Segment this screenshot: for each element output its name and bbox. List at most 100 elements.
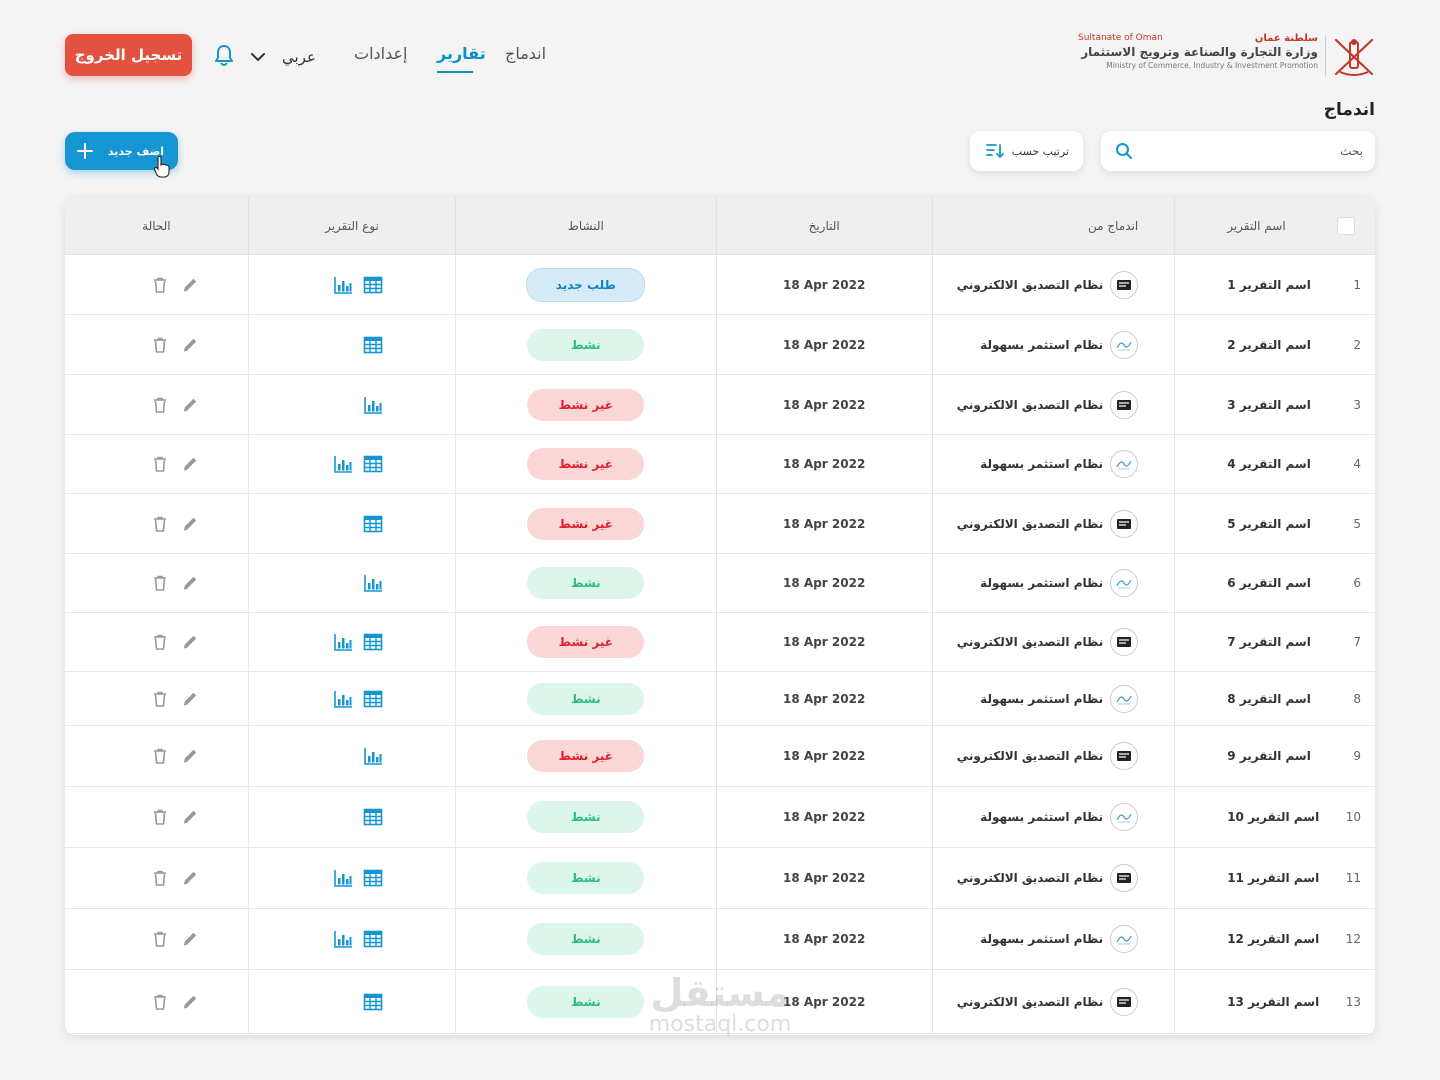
cell-date: 18 Apr 2022: [715, 434, 933, 494]
grid-table-icon[interactable]: [363, 689, 383, 709]
table-row[interactable]: 9 اسم التقرير 9 نظام التصديق الالكتروني 18 …: [65, 725, 1375, 787]
report-name[interactable]: اسم التقرير 7: [1227, 635, 1311, 649]
bar-chart-icon[interactable]: [363, 573, 383, 593]
pencil-icon[interactable]: [181, 690, 199, 708]
trash-icon[interactable]: [151, 690, 169, 708]
cell-source: نظام استثمر بسهولة: [931, 671, 1175, 726]
table-row[interactable]: 5 اسم التقرير 5 نظام التصديق الالكتروني 18 …: [65, 493, 1375, 554]
grid-table-icon[interactable]: [363, 335, 383, 355]
bar-chart-icon[interactable]: [333, 929, 353, 949]
pencil-icon[interactable]: [181, 747, 199, 765]
pencil-icon[interactable]: [181, 930, 199, 948]
trash-icon[interactable]: [151, 747, 169, 765]
source-system: نظام استثمر بسهولة: [980, 810, 1104, 824]
pencil-icon[interactable]: [181, 993, 199, 1011]
trash-icon[interactable]: [151, 276, 169, 294]
bar-chart-icon[interactable]: [333, 275, 353, 295]
nav-integration[interactable]: اندماج: [505, 44, 547, 63]
pencil-icon[interactable]: [181, 633, 199, 651]
cell-date: 18 Apr 2022: [715, 969, 933, 1034]
cell-activity: غير نشط: [455, 612, 717, 672]
table-row[interactable]: 6 اسم التقرير 6 نظام استثمر بسهولة 18 Apr 2…: [65, 553, 1375, 613]
e-attestation-logo-icon: [1110, 509, 1139, 538]
report-name[interactable]: اسم التقرير 13: [1227, 994, 1320, 1009]
pencil-icon[interactable]: [181, 336, 199, 354]
grid-table-icon[interactable]: [363, 868, 383, 888]
report-name[interactable]: اسم التقرير 9: [1227, 749, 1311, 763]
report-name[interactable]: اسم التقرير 12: [1227, 932, 1320, 946]
grid-table-icon[interactable]: [363, 514, 383, 534]
trash-icon[interactable]: [151, 930, 169, 948]
bar-chart-icon[interactable]: [333, 868, 353, 888]
report-name[interactable]: اسم التقرير 8: [1227, 691, 1311, 706]
search-icon[interactable]: [1115, 142, 1133, 160]
pencil-icon[interactable]: [181, 396, 199, 414]
trash-icon[interactable]: [151, 336, 169, 354]
logout-button[interactable]: تسجيل الخروج: [65, 34, 192, 76]
bar-chart-icon[interactable]: [333, 632, 353, 652]
nav-reports[interactable]: تقارير: [437, 44, 486, 63]
table-row[interactable]: 11 اسم التقرير 11 نظام التصديق الالكتروني 1…: [65, 847, 1375, 909]
report-name[interactable]: اسم التقرير 5: [1227, 516, 1311, 531]
search-input[interactable]: [1133, 131, 1375, 171]
cell-status: [65, 314, 249, 375]
pencil-icon[interactable]: [181, 808, 199, 826]
report-name[interactable]: اسم التقرير 1: [1227, 277, 1311, 292]
table-row[interactable]: 8 اسم التقرير 8 نظام استثمر بسهولة 18 Apr 2…: [65, 671, 1375, 726]
pencil-icon[interactable]: [181, 574, 199, 592]
trash-icon[interactable]: [151, 993, 169, 1011]
grid-table-icon[interactable]: [363, 807, 383, 827]
logo-divider: [1325, 36, 1326, 76]
bar-chart-icon[interactable]: [363, 395, 383, 415]
report-name[interactable]: اسم التقرير 6: [1227, 576, 1311, 590]
chevron-down-icon: [251, 53, 265, 62]
pencil-icon[interactable]: [181, 276, 199, 294]
trash-icon[interactable]: [151, 574, 169, 592]
bar-chart-icon[interactable]: [333, 454, 353, 474]
trash-icon[interactable]: [151, 515, 169, 533]
nav-settings[interactable]: إعدادات: [354, 44, 408, 63]
table-row[interactable]: 4 اسم التقرير 4 نظام استثمر بسهولة 18 Apr 2…: [65, 434, 1375, 494]
grid-table-icon[interactable]: [363, 632, 383, 652]
pencil-icon[interactable]: [181, 455, 199, 473]
select-all-checkbox[interactable]: [1337, 216, 1355, 235]
grid-table-icon[interactable]: [363, 454, 383, 474]
table-row[interactable]: 12 اسم التقرير 12 نظام استثمر بسهولة 18 Apr…: [65, 908, 1375, 970]
grid-table-icon[interactable]: [363, 275, 383, 295]
grid-table-icon[interactable]: [363, 992, 383, 1012]
table-row[interactable]: 10 اسم التقرير 10 نظام استثمر بسهولة 18 Apr…: [65, 786, 1375, 848]
language-selector[interactable]: عربي: [250, 44, 316, 70]
trash-icon[interactable]: [151, 633, 169, 651]
grid-table-icon[interactable]: [363, 929, 383, 949]
cell-activity: نشط: [455, 314, 717, 375]
trash-icon[interactable]: [151, 869, 169, 887]
cell-type: [247, 254, 456, 315]
table-row[interactable]: 3 اسم التقرير 3 نظام التصديق الالكتروني 18 …: [65, 374, 1375, 435]
report-name[interactable]: اسم التقرير 2: [1227, 337, 1311, 352]
trash-icon[interactable]: [151, 808, 169, 826]
sort-button[interactable]: ترتيب حسب: [970, 131, 1083, 171]
cell-activity: نشط: [455, 553, 717, 613]
report-name[interactable]: اسم التقرير 11: [1227, 871, 1320, 885]
trash-icon[interactable]: [151, 455, 169, 473]
table-row[interactable]: 2 اسم التقرير 2 نظام استثمر بسهولة 18 Apr 2…: [65, 314, 1375, 375]
bell-icon[interactable]: [212, 43, 236, 69]
source-system: نظام استثمر بسهولة: [980, 457, 1104, 471]
table-row[interactable]: 1 اسم التقرير 1 نظام التصديق الالكتروني 18 …: [65, 254, 1375, 315]
report-name[interactable]: اسم التقرير 3: [1227, 397, 1311, 412]
report-name[interactable]: اسم التقرير 4: [1227, 457, 1311, 471]
cell-date: 18 Apr 2022: [715, 374, 933, 435]
trash-icon[interactable]: [151, 396, 169, 414]
invest-easy-logo-icon: [1110, 803, 1139, 831]
bar-chart-icon[interactable]: [333, 689, 353, 709]
bar-chart-icon[interactable]: [363, 746, 383, 766]
cell-type: [247, 434, 456, 494]
pencil-icon[interactable]: [181, 515, 199, 533]
table-row[interactable]: 7 اسم التقرير 7 نظام التصديق الالكتروني 18 …: [65, 612, 1375, 672]
pencil-icon[interactable]: [181, 869, 199, 887]
report-name[interactable]: اسم التقرير 10: [1227, 810, 1320, 824]
cell-source: نظام استثمر بسهولة: [931, 434, 1175, 494]
activity-badge: طلب جديد: [526, 267, 646, 302]
table-row[interactable]: 13 اسم التقرير 13 نظام التصديق الالكتروني 1…: [65, 969, 1375, 1034]
cell-name: 1 اسم التقرير 1: [1174, 254, 1375, 315]
